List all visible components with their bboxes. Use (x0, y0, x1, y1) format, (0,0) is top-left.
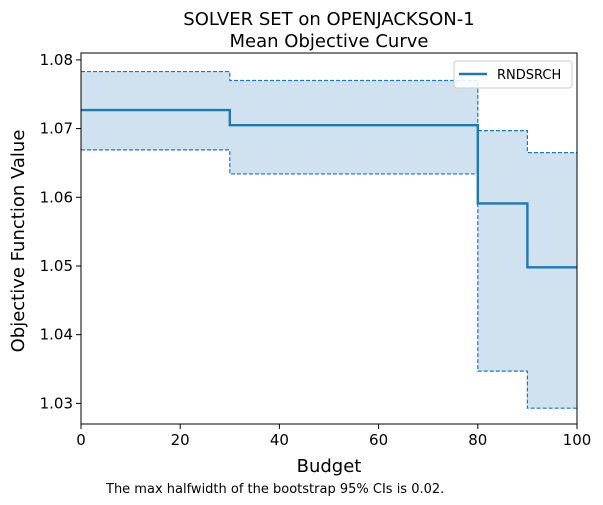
plot-frame (80, 52, 578, 425)
chart-title-line-2: Mean Objective Curve (230, 31, 429, 52)
plot-area (76, 52, 578, 429)
y-axis-label: Objective Function Value (8, 130, 29, 353)
ci-lower-bound-0 (81, 149, 577, 409)
x-tick-label: 20 (171, 431, 190, 449)
series-line-RNDSRCH (81, 108, 577, 269)
y-tick-label: 1.07 (40, 120, 73, 138)
x-tick-label: 40 (270, 431, 289, 449)
legend: RNDSRCH (453, 60, 573, 89)
x-axis-label: Budget (297, 456, 362, 477)
x-tick-label: 100 (563, 431, 592, 449)
x-tick-label: 0 (76, 431, 86, 449)
x-tick-label: 60 (369, 431, 388, 449)
y-tick-label: 1.05 (40, 257, 73, 275)
y-tick-label: 1.06 (40, 188, 73, 206)
legend-box (453, 60, 573, 89)
ci-upper-bound-0 (81, 70, 577, 154)
y-tick-label: 1.04 (40, 326, 73, 344)
y-tick-label: 1.08 (40, 51, 73, 69)
legend-label-RNDSRCH: RNDSRCH (497, 68, 561, 83)
ci-band-0 (81, 71, 577, 409)
chart-title-line-1: SOLVER SET on OPENJACKSON-1 (183, 9, 474, 30)
y-tick-label: 1.03 (40, 394, 73, 412)
x-tick-label: 80 (468, 431, 487, 449)
ci-footnote: The max halfwidth of the bootstrap 95% C… (105, 482, 444, 497)
